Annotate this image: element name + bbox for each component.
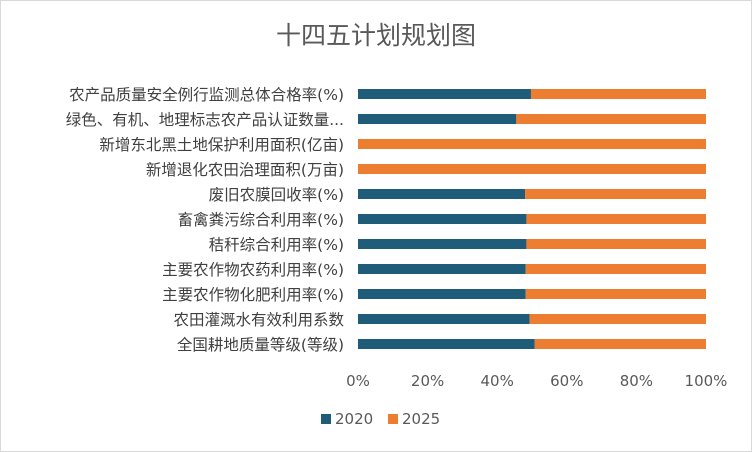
chart-title: 十四五计划规划图 bbox=[275, 21, 476, 50]
category-label: 绿色、有机、地理标志农产品认证数量... bbox=[66, 111, 344, 129]
bar-segment-2020 bbox=[358, 289, 526, 299]
legend-swatch-2025 bbox=[388, 414, 398, 424]
x-tick-label: 80% bbox=[620, 372, 653, 390]
category-label: 主要农作物农药利用率(%) bbox=[162, 261, 344, 279]
category-label: 秸秆综合利用率(%) bbox=[209, 236, 344, 254]
bar-segment-2025 bbox=[358, 164, 706, 174]
x-tick-label: 0% bbox=[346, 372, 370, 390]
category-label: 新增东北黑土地保护利用面积(亿亩) bbox=[99, 136, 344, 154]
bar-segment-2020 bbox=[358, 214, 527, 224]
x-tick-label: 60% bbox=[550, 372, 583, 390]
x-tick-label: 20% bbox=[411, 372, 444, 390]
bar-segment-2025 bbox=[526, 239, 706, 249]
bar-segment-2025 bbox=[534, 339, 706, 349]
bar-segment-2025 bbox=[358, 139, 706, 149]
bar-segment-2020 bbox=[358, 239, 527, 249]
bar-segment-2020 bbox=[358, 189, 526, 199]
bar-segment-2025 bbox=[516, 114, 706, 124]
bar-segment-2025 bbox=[525, 189, 706, 199]
bar-segment-2025 bbox=[530, 89, 706, 99]
x-tick-label: 40% bbox=[481, 372, 514, 390]
category-label: 主要农作物化肥利用率(%) bbox=[162, 286, 344, 304]
legend-label-2025: 2025 bbox=[402, 410, 440, 428]
bar-segment-2025 bbox=[529, 314, 706, 324]
category-label: 农田灌溉水有效利用系数 bbox=[173, 311, 344, 329]
category-label: 全国耕地质量等级(等级) bbox=[177, 336, 344, 354]
bar-segment-2020 bbox=[358, 114, 517, 124]
bar-segment-2020 bbox=[358, 264, 526, 274]
category-label: 新增退化农田治理面积(万亩) bbox=[146, 161, 344, 179]
legend-swatch-2020 bbox=[321, 414, 331, 424]
x-tick-label: 100% bbox=[685, 372, 728, 390]
category-label: 农产品质量安全例行监测总体合格率(%) bbox=[69, 86, 344, 104]
category-label: 畜禽粪污综合利用率(%) bbox=[178, 211, 344, 229]
bar-segment-2020 bbox=[358, 314, 530, 324]
bar-segment-2025 bbox=[525, 264, 706, 274]
bar-segment-2020 bbox=[358, 339, 535, 349]
bar-segment-2025 bbox=[526, 214, 706, 224]
bar-segment-2025 bbox=[525, 289, 706, 299]
bar-segment-2020 bbox=[358, 89, 531, 99]
category-label: 废旧农膜回收率(%) bbox=[209, 186, 344, 204]
legend-label-2020: 2020 bbox=[335, 410, 373, 428]
